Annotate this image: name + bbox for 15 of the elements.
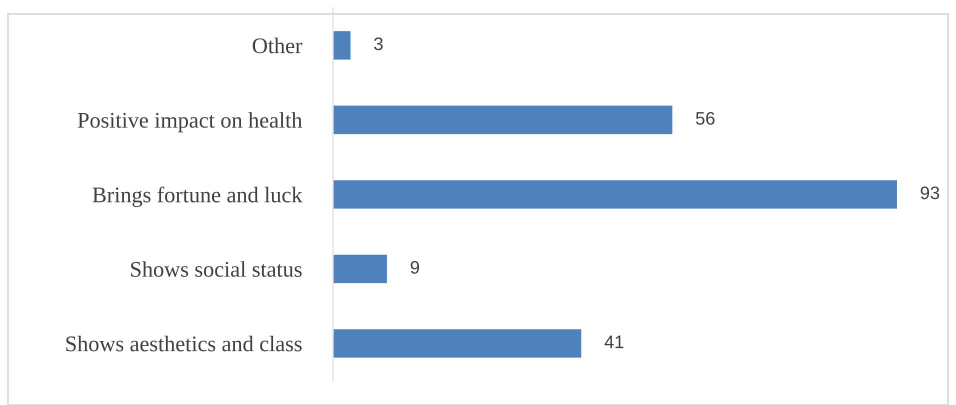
data-label: 3 — [374, 37, 383, 50]
y-tick-label: Other — [252, 38, 302, 54]
data-label: 9 — [410, 260, 420, 274]
bar — [333, 178, 898, 210]
y-tick-label: Positive impact on health — [78, 112, 302, 132]
y-tick-label: Shows social status — [131, 261, 302, 277]
data-label: 93 — [920, 186, 940, 200]
bar — [333, 30, 352, 61]
bar — [333, 328, 583, 360]
y-tick-label: Shows aesthetics and class — [66, 336, 302, 352]
y-tick-label: Brings fortune and luck — [92, 186, 302, 208]
data-label: 41 — [604, 336, 624, 348]
bar — [333, 253, 388, 285]
bar — [333, 104, 674, 136]
data-label: 56 — [696, 112, 715, 125]
